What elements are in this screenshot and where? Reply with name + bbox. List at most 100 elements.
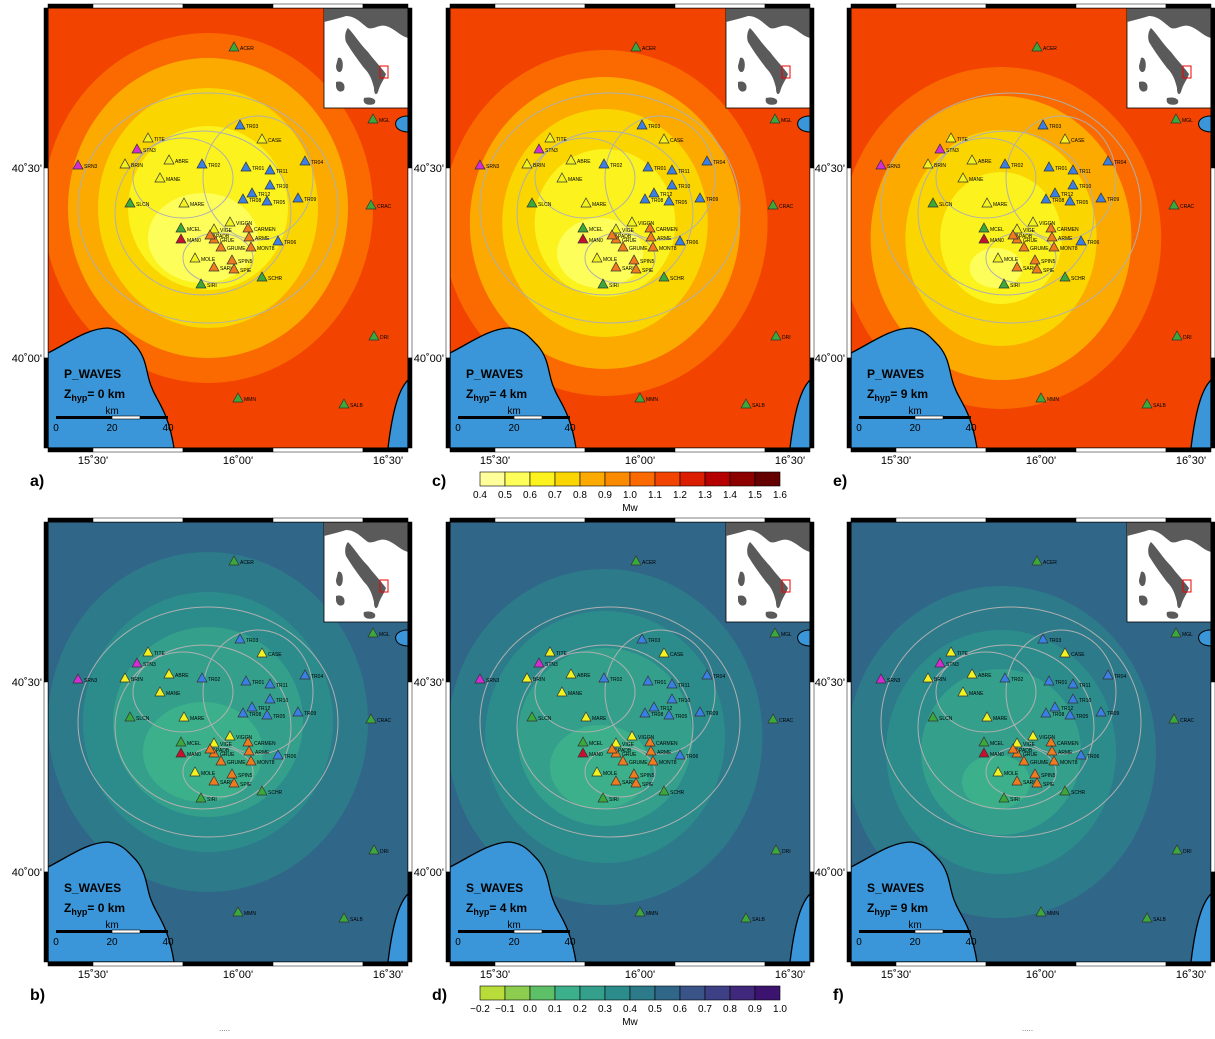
station-label: SRN3 [84,164,98,170]
station-label: TR02 [208,677,220,683]
latitude-tick-label: 40˚30' [414,163,444,175]
station-label: TITE [556,651,567,657]
station-marker [338,912,350,923]
hypocenter-depth-label: Zhyp= 9 km [867,901,928,917]
svg-text:km: km [908,406,921,417]
station-label: TR03 [648,124,660,130]
station-marker [740,398,752,409]
station-marker [338,398,350,409]
station-label: TR06 [1087,754,1099,760]
station-marker [224,730,236,741]
station-marker [606,743,618,754]
colorbar-tick-label: 0.9 [748,1004,762,1015]
station-label: CRAC [377,204,392,210]
station-marker [634,392,646,403]
station-marker [694,706,706,717]
station-marker [124,711,136,722]
station-label: SARIO [220,266,236,272]
station-label: GRUE [220,752,235,758]
station-label: SIRI [207,797,217,803]
station-label: GRUE [1023,752,1038,758]
station-marker [770,330,782,341]
station-marker [998,792,1010,803]
station-marker [610,261,622,272]
station-label: TR12 [660,706,672,712]
station-marker [195,278,207,289]
station-marker [521,672,533,683]
station-marker [234,119,246,130]
station-label: ABRE [978,673,992,679]
station-marker [556,172,568,183]
magnitude-contour-band [550,725,650,809]
station-label: PADB [618,748,632,754]
colorbar-swatch [679,471,706,487]
colorbar-swatch [579,471,606,487]
wave-type-label: S_WAVES [466,881,523,895]
station-label: ARME [255,750,270,756]
inset-country-label: Italy [1163,541,1195,558]
station-marker [208,223,220,234]
station-label: VIGE [622,228,635,234]
station-marker [630,263,642,274]
station-label: MONT8 [659,246,677,252]
station-label: TR04 [1114,160,1126,166]
latitude-tick-label: 40˚30' [815,677,845,689]
station-marker [1043,161,1055,172]
station-marker [154,172,166,183]
station-label: MGL [781,118,792,124]
svg-text:20: 20 [106,423,118,434]
station-label: CARMEN [656,227,678,233]
station-label: VIGGN [1039,221,1056,227]
latitude-tick-label: 40˚00' [12,353,42,365]
station-marker [237,707,249,718]
station-label: SPIE [642,782,654,788]
station-marker [981,711,993,722]
colorbar-tick-label: 0.2 [573,1004,587,1015]
magnitude-contour-band [557,218,643,288]
svg-text:0: 0 [455,937,461,948]
station-marker [228,41,240,52]
colorbar-svg: −0.2 −0.1 0.0 0.1 0.2 0.3 0.4 0.5 0.6 0.7 0.8 0.9 1.… [470,985,787,1028]
colorbar-swatch [554,985,581,1001]
station-label: TR03 [1049,638,1061,644]
station-marker [642,675,654,686]
station-label: VIGGN [236,735,253,741]
station-marker [769,113,781,124]
svg-text:0: 0 [455,423,461,434]
station-label: CASE [1071,652,1085,658]
station-marker [642,161,654,172]
station-marker [1011,223,1023,234]
station-marker [72,159,84,170]
station-label: TR04 [713,160,725,166]
station-label: MARE [592,202,607,208]
station-marker [645,231,657,242]
station-label: BRIN [934,163,946,169]
colorbar-swatch [504,471,531,487]
station-marker [639,193,651,204]
station-label: TITE [556,137,567,143]
colorbar-tick-label: 0.7 [548,490,562,501]
station-marker [226,768,238,779]
station-label: VIGE [622,742,635,748]
station-label: SLCN [939,202,953,208]
station-marker [769,627,781,638]
station-marker [1046,745,1058,756]
station-marker [131,657,143,668]
longitude-tick-label: 16˚00' [1026,969,1056,981]
station-label: STN3 [545,662,558,668]
station-marker [1029,254,1041,265]
station-marker [175,747,187,758]
station-label: TR11 [678,683,690,689]
station-label: SPIN5 [1041,259,1056,265]
station-label: PADB [216,234,230,240]
station-label: MOLE [201,257,216,263]
station-label: SALB [752,403,765,409]
station-label: SRN3 [84,678,98,684]
latitude-tick-label: 40˚30' [815,163,845,175]
station-marker [770,844,782,855]
station-marker [178,711,190,722]
longitude-tick-label: 15˚30' [78,455,108,467]
station-marker [204,743,216,754]
svg-text:km: km [908,920,921,931]
station-label: VIGE [1023,742,1036,748]
